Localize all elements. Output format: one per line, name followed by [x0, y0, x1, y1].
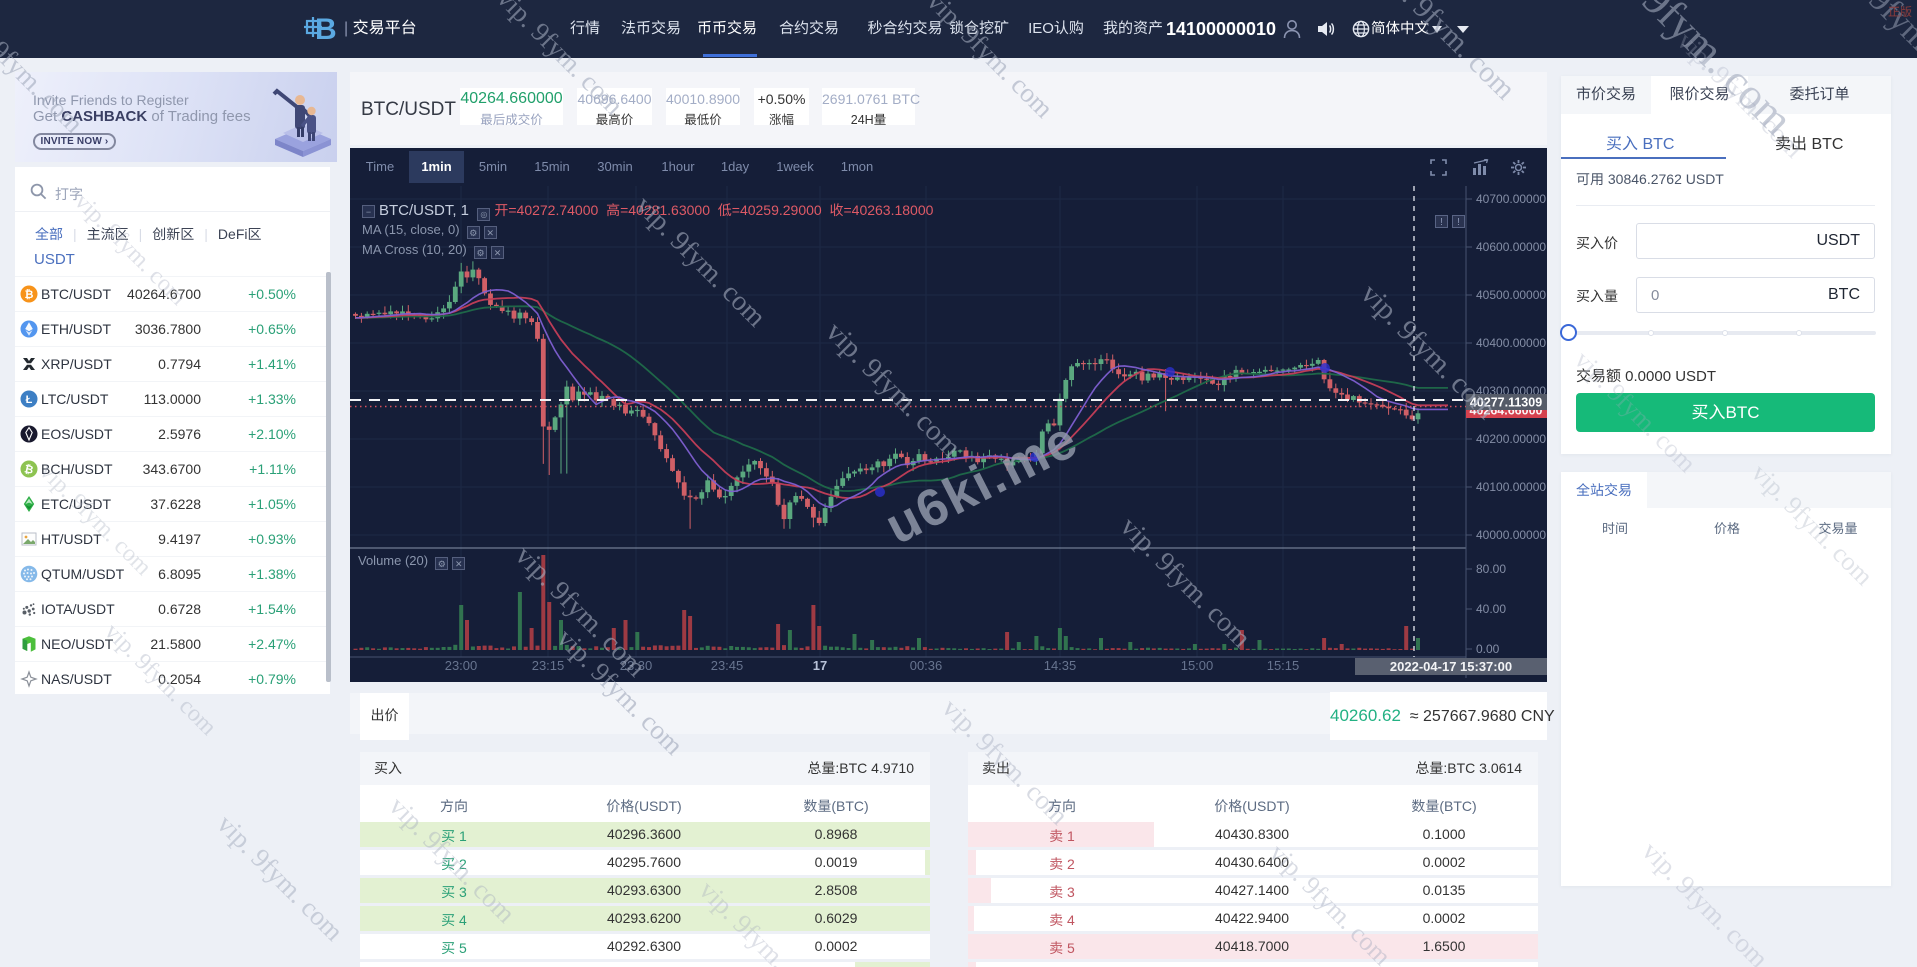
svg-text:80.00: 80.00 [1476, 562, 1506, 576]
svg-text:2022-04-17 15:37:00: 2022-04-17 15:37:00 [1390, 659, 1512, 674]
svg-text:23:30: 23:30 [620, 658, 653, 673]
svg-text:40200.00000: 40200.00000 [1476, 432, 1546, 446]
svg-text:40264.66000: 40264.66000 [1470, 404, 1543, 418]
svg-text:Ł: Ł [26, 394, 33, 406]
svg-text:17: 17 [813, 658, 827, 673]
svg-text:40000.00000: 40000.00000 [1476, 528, 1546, 542]
svg-text:₿: ₿ [25, 289, 34, 301]
svg-text:40700.00000: 40700.00000 [1476, 192, 1546, 206]
svg-text:40277.11309: 40277.11309 [1470, 396, 1542, 410]
svg-text:40400.00000: 40400.00000 [1476, 336, 1546, 350]
svg-text:40600.00000: 40600.00000 [1476, 240, 1546, 254]
svg-text:23:45: 23:45 [711, 658, 744, 673]
svg-text:40100.00000: 40100.00000 [1476, 480, 1546, 494]
svg-text:40.00: 40.00 [1476, 602, 1506, 616]
svg-text:0.00: 0.00 [1476, 642, 1500, 656]
svg-text:23:15: 23:15 [532, 658, 565, 673]
svg-text:00:36: 00:36 [910, 658, 943, 673]
svg-text:15:00: 15:00 [1181, 658, 1214, 673]
svg-text:14:35: 14:35 [1044, 658, 1077, 673]
svg-text:23:00: 23:00 [445, 658, 478, 673]
svg-text:₿: ₿ [23, 463, 34, 477]
svg-text:B: B [315, 13, 337, 45]
svg-text:40500.00000: 40500.00000 [1476, 288, 1546, 302]
svg-text:15:15: 15:15 [1267, 658, 1300, 673]
